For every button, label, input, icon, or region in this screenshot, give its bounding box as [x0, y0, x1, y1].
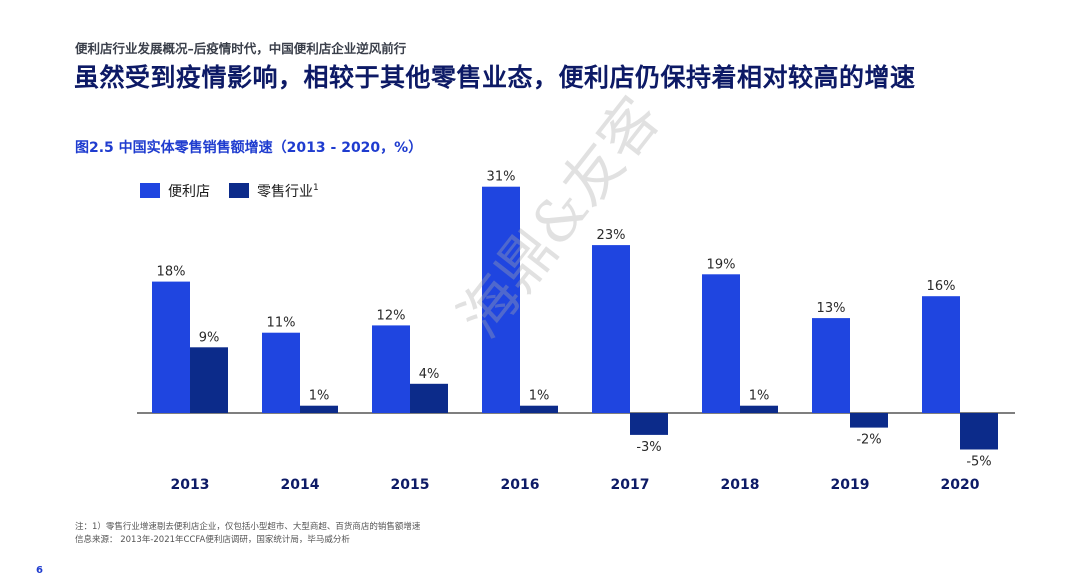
page-subtitle: 便利店行业发展概况–后疫情时代，中国便利店企业逆风前行	[75, 41, 407, 56]
data-label: -3%	[636, 440, 661, 455]
x-tick-label: 2014	[281, 477, 320, 493]
data-label: -2%	[856, 433, 881, 448]
data-label: 11%	[267, 316, 296, 331]
legend-label: 便利店	[168, 184, 210, 200]
bar-retail-2018	[740, 405, 778, 413]
bar-convenience-2015	[372, 325, 410, 413]
data-label: 13%	[817, 301, 846, 316]
chart-title: 图2.5 中国实体零售销售额增速（2013 - 2020，%）	[75, 140, 423, 156]
legend-superscript: 1	[313, 183, 319, 193]
data-label: 19%	[707, 257, 736, 272]
bar-convenience-2016	[482, 186, 520, 413]
footnote-note: 注：1）零售行业增速剔去便利店企业，仅包括小型超市、大型商超、百货商店的销售额增…	[75, 522, 421, 532]
legend-label: 零售行业1	[257, 183, 319, 200]
data-label: 4%	[419, 367, 440, 382]
bar-retail-2019	[850, 413, 888, 428]
legend-swatch	[140, 183, 160, 198]
bar-retail-2015	[410, 383, 448, 413]
data-label: 1%	[529, 389, 550, 404]
data-label: 9%	[199, 330, 220, 345]
bar-convenience-2017	[592, 245, 630, 413]
bar-retail-2020	[960, 413, 998, 450]
bar-convenience-2019	[812, 318, 850, 413]
data-label: 31%	[487, 170, 516, 185]
bar-convenience-2013	[152, 281, 190, 413]
x-tick-label: 2019	[831, 477, 870, 493]
bar-convenience-2020	[922, 296, 960, 413]
x-tick-label: 2018	[721, 477, 760, 493]
data-label: 1%	[749, 389, 770, 404]
x-tick-label: 2020	[941, 477, 980, 493]
x-tick-label: 2017	[611, 477, 650, 493]
bar-convenience-2014	[262, 332, 300, 413]
data-label: -5%	[966, 455, 991, 470]
data-label: 1%	[309, 389, 330, 404]
bar-retail-2013	[190, 347, 228, 413]
x-tick-label: 2015	[391, 477, 430, 493]
data-label: 23%	[597, 228, 626, 243]
footnote-source: 信息来源： 2013年-2021年CCFA便利店调研，国家统计局，毕马威分析	[75, 535, 350, 545]
bar-retail-2017	[630, 413, 668, 435]
data-label: 16%	[927, 279, 956, 294]
x-tick-label: 2013	[171, 477, 210, 493]
page-headline: 虽然受到疫情影响，相较于其他零售业态，便利店仍保持着相对较高的增速	[74, 63, 916, 92]
x-tick-label: 2016	[501, 477, 540, 493]
data-label: 18%	[157, 265, 186, 280]
page-number: 6	[36, 565, 43, 576]
bar-retail-2014	[300, 405, 338, 413]
legend-swatch	[229, 183, 249, 198]
data-label: 12%	[377, 308, 406, 323]
bar-retail-2016	[520, 405, 558, 413]
bar-convenience-2018	[702, 274, 740, 413]
